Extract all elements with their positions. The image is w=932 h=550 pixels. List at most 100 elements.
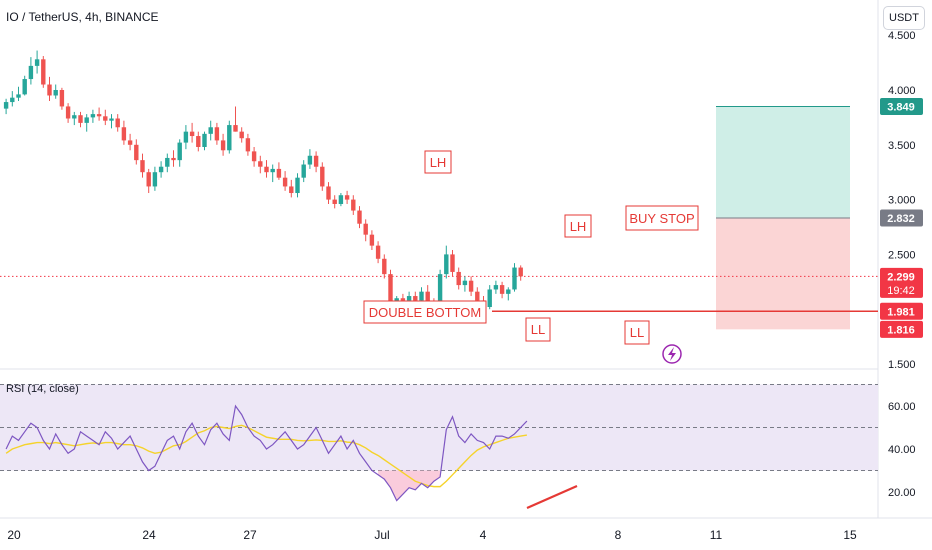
candle <box>239 127 244 143</box>
candle <box>301 160 306 183</box>
candle <box>10 91 15 107</box>
currency-button[interactable]: USDT <box>883 6 925 30</box>
price-tick-label: 1.500 <box>888 359 916 371</box>
target-price-badge: 3.849 <box>880 98 923 116</box>
candle <box>506 287 511 301</box>
rsi-ma-line <box>5 424 528 488</box>
candle <box>22 75 27 96</box>
time-tick-label: 8 <box>615 528 622 542</box>
time-axis[interactable]: 20 24 27 Jul 4 8 11 15 <box>7 528 857 542</box>
entry-price-badge: 2.832 <box>880 209 923 227</box>
candle <box>251 146 257 167</box>
candle <box>276 162 282 180</box>
candle <box>146 168 151 194</box>
candle <box>462 276 468 292</box>
candle <box>47 76 52 101</box>
candle <box>307 149 313 169</box>
symbol-title[interactable]: IO / TetherUS, 4h, BINANCE <box>6 10 159 24</box>
candle <box>487 285 492 310</box>
annotation-lh-1[interactable]: LH <box>424 150 452 174</box>
candle <box>134 139 139 165</box>
price-tick-label: 2.500 <box>888 249 916 261</box>
annotation-double-bottom[interactable]: DOUBLE BOTTOM <box>363 300 487 324</box>
candle <box>28 57 34 85</box>
time-tick-label: 20 <box>7 528 21 542</box>
svg-text:3.849: 3.849 <box>887 102 915 114</box>
candle <box>53 84 58 99</box>
candle <box>59 87 65 110</box>
candle <box>196 131 201 152</box>
price-tick-label: 4.000 <box>888 85 916 97</box>
time-tick-label: 27 <box>243 528 257 542</box>
candle <box>233 106 238 132</box>
annotation-ll-2[interactable]: LL <box>624 320 650 345</box>
annotation-ll-1-label: LL <box>531 322 545 337</box>
divergence-line <box>526 484 578 510</box>
candle <box>96 107 102 121</box>
annotation-lh-1-label: LH <box>430 155 447 170</box>
candle <box>357 206 362 229</box>
candle <box>208 120 213 141</box>
candle <box>289 179 294 198</box>
svg-text:2.299: 2.299 <box>887 271 915 283</box>
candle <box>382 254 387 279</box>
candle <box>202 131 207 151</box>
candle <box>295 173 300 198</box>
candle <box>220 133 226 156</box>
candle <box>189 122 195 143</box>
candle <box>245 133 251 156</box>
annotation-buy-stop[interactable]: BUY STOP <box>625 205 699 231</box>
candle <box>78 111 83 128</box>
candle <box>332 195 337 209</box>
svg-text:1.981: 1.981 <box>887 306 915 318</box>
rsi-title[interactable]: RSI (14, close) <box>6 383 79 395</box>
time-tick-label: 4 <box>480 528 487 542</box>
candle <box>183 125 189 150</box>
candle <box>264 160 269 178</box>
candle <box>103 109 108 126</box>
price-tick-label: 3.000 <box>888 195 916 207</box>
support-price-badge: 1.981 <box>880 302 923 320</box>
annotation-lh-2[interactable]: LH <box>564 214 592 238</box>
candle <box>171 150 176 167</box>
candle <box>115 114 120 132</box>
candle <box>34 50 40 74</box>
svg-text:1.816: 1.816 <box>887 324 915 336</box>
candle <box>518 265 523 281</box>
price-axis[interactable]: 4.500 4.000 3.500 3.000 2.500 1.500 <box>888 30 916 371</box>
candle <box>499 281 505 299</box>
candle <box>227 120 232 154</box>
candle <box>456 267 461 290</box>
candle <box>127 133 133 151</box>
candle <box>72 111 77 126</box>
time-tick-label: Jul <box>374 528 389 542</box>
price-tick-label: 3.500 <box>888 140 916 152</box>
candle <box>140 153 145 178</box>
rsi-line <box>5 404 528 502</box>
rsi-tick-label: 60.00 <box>888 401 916 413</box>
target-zone[interactable] <box>716 106 850 219</box>
time-tick-label: 15 <box>843 528 857 542</box>
candle <box>41 56 46 88</box>
candle <box>369 230 375 251</box>
rsi-pane[interactable]: 60.00 40.00 20.00 <box>0 384 916 502</box>
rsi-tick-label: 40.00 <box>888 444 916 456</box>
candle <box>444 245 449 279</box>
candle <box>121 120 127 145</box>
candle <box>313 151 319 173</box>
rsi-tick-label: 20.00 <box>888 487 916 499</box>
annotation-double-bottom-label: DOUBLE BOTTOM <box>369 305 481 320</box>
svg-text:2.832: 2.832 <box>887 213 915 225</box>
stop-zone[interactable] <box>716 218 850 330</box>
candle <box>512 263 517 292</box>
price-badges: 3.849 2.832 2.299 19:42 1.981 1.816 <box>880 98 923 338</box>
candle <box>375 241 381 264</box>
annotation-ll-2-label: LL <box>630 325 644 340</box>
lightning-icon[interactable] <box>662 344 682 364</box>
annotation-ll-1[interactable]: LL <box>525 317 551 342</box>
candle <box>165 153 170 173</box>
candle <box>177 139 182 167</box>
annotation-lh-2-label: LH <box>570 219 587 234</box>
stop-price-badge: 1.816 <box>880 320 923 338</box>
